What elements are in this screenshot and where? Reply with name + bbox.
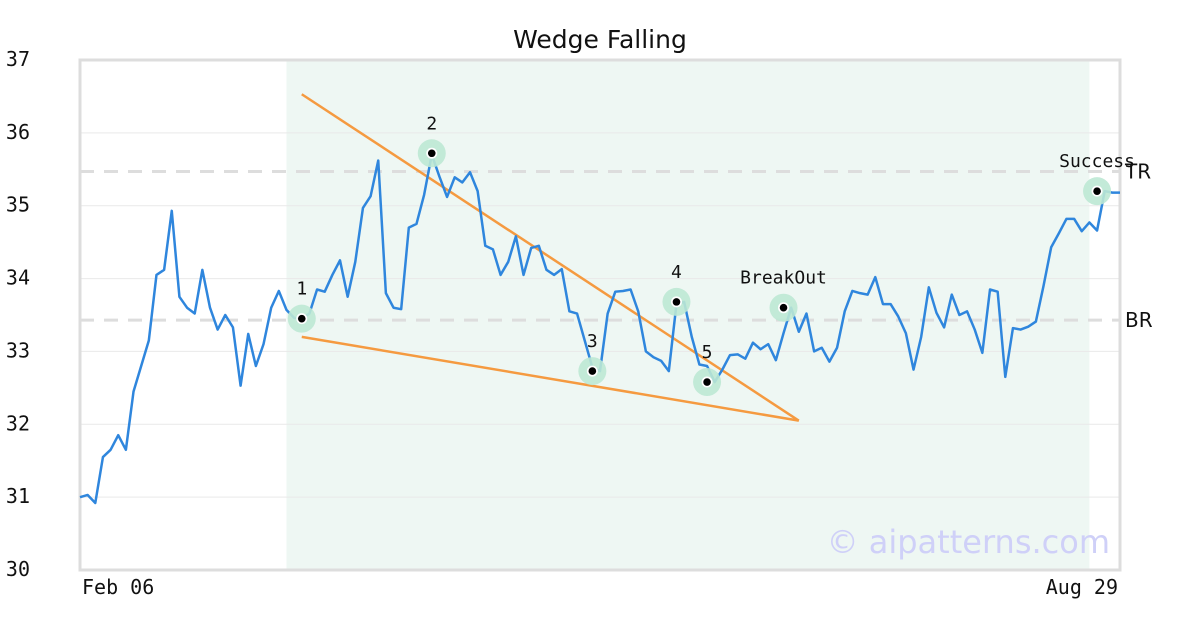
marker-label: 5	[702, 342, 713, 363]
pattern-markers: 1 2 3 4 5 BreakOut Success	[287, 113, 1135, 397]
marker-label: 2	[426, 113, 437, 134]
y-axis-ticks: 30 31 32 33 34 35 36 37	[6, 47, 30, 581]
trendline	[301, 93, 800, 422]
marker-label: BreakOut	[740, 268, 827, 289]
y-tick-label: 35	[6, 193, 30, 217]
trendline	[301, 335, 800, 422]
y-tick-label: 31	[6, 484, 30, 508]
marker-label: 1	[296, 279, 307, 300]
marker-label: 3	[587, 331, 598, 352]
marker-dot	[588, 367, 597, 375]
plot-frame	[78, 58, 1122, 572]
level-label: TR	[1124, 159, 1151, 183]
watermark: © aipatterns.com	[827, 523, 1110, 561]
marker-label: 4	[671, 262, 682, 283]
marker-label: Success	[1059, 151, 1135, 172]
marker-dot	[1093, 187, 1101, 195]
marker-dot	[297, 314, 306, 323]
x-tick-label: Aug 29	[1046, 575, 1118, 599]
marker-dot	[779, 303, 788, 312]
wedge-trendlines	[301, 93, 800, 422]
marker-dot	[672, 298, 681, 306]
y-tick-label: 36	[6, 120, 30, 144]
x-axis-ticks: Feb 06 Aug 29	[82, 575, 1118, 599]
marker-dot	[427, 149, 436, 158]
marker-dot	[703, 378, 711, 386]
y-tick-label: 33	[6, 338, 30, 362]
level-label: BR	[1125, 308, 1153, 332]
y-tick-label: 32	[6, 411, 30, 435]
y-tick-label: 30	[6, 557, 30, 581]
chart-title: Wedge Falling	[513, 25, 687, 54]
y-tick-label: 37	[6, 47, 30, 71]
x-tick-label: Feb 06	[82, 575, 154, 599]
y-tick-label: 34	[6, 266, 30, 290]
